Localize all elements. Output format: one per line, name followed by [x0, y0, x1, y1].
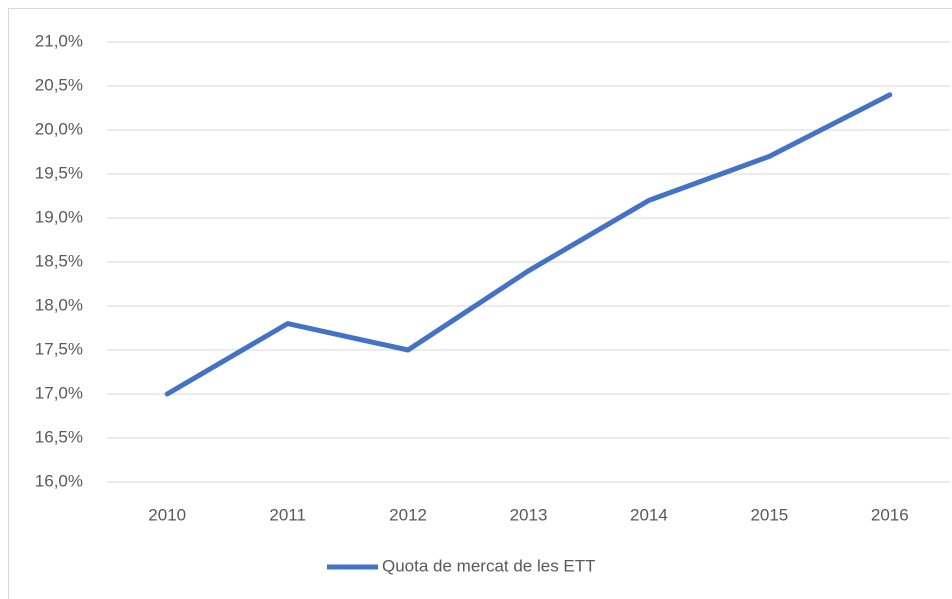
- x-tick-label: 2012: [389, 505, 427, 524]
- y-tick-label: 17,5%: [35, 339, 83, 358]
- y-tick-label: 19,5%: [35, 163, 83, 182]
- x-tick-label: 2014: [630, 505, 668, 524]
- y-tick-label: 17,0%: [35, 383, 83, 402]
- y-tick-label: 20,0%: [35, 119, 83, 138]
- y-tick-label: 18,0%: [35, 295, 83, 314]
- data-line: [164, 92, 893, 397]
- y-tick-label: 16,5%: [35, 427, 83, 446]
- y-tick-label: 20,5%: [35, 75, 83, 94]
- y-tick-label: 21,0%: [35, 31, 83, 50]
- x-tick-label: 2011: [269, 505, 306, 524]
- y-tick-label: 18,5%: [35, 251, 83, 270]
- y-tick-label: 19,0%: [35, 207, 83, 226]
- legend-label: Quota de mercat de les ETT: [382, 556, 596, 575]
- x-tick-label: 2016: [871, 505, 909, 524]
- x-tick-label: 2015: [750, 505, 788, 524]
- x-tick-label: 2010: [148, 505, 186, 524]
- y-tick-label: 16,0%: [35, 471, 83, 490]
- x-tick-label: 2013: [510, 505, 548, 524]
